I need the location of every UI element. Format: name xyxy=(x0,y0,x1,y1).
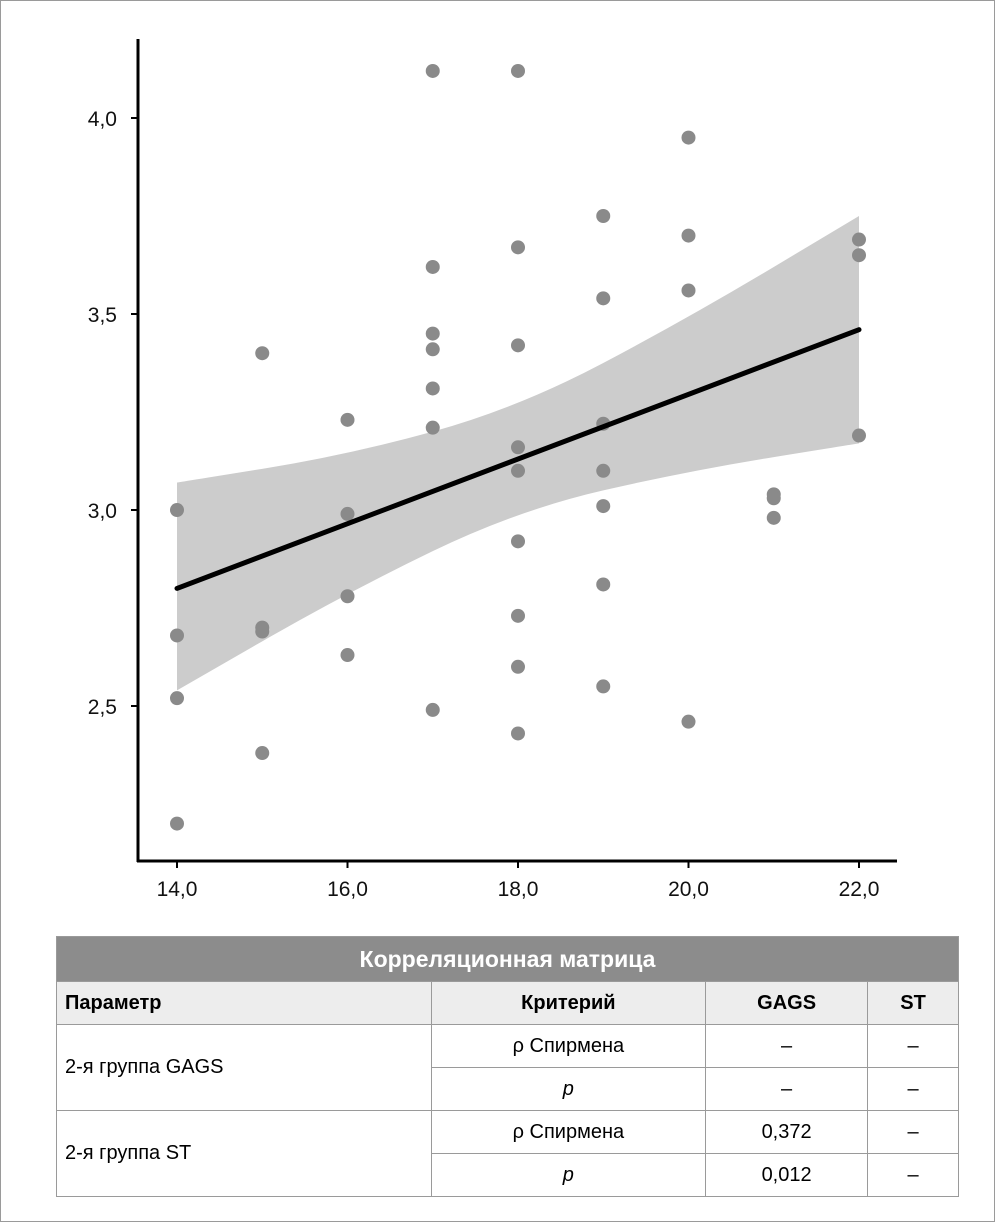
st-cell: – xyxy=(867,1110,959,1154)
x-tick-label: 22,0 xyxy=(839,878,880,901)
gags-cell: 0,012 xyxy=(705,1153,869,1197)
data-point xyxy=(681,714,696,729)
data-point xyxy=(511,63,525,78)
data-point xyxy=(681,283,696,298)
y-tick-label: 3,5 xyxy=(88,304,117,327)
gags-cell: 0,372 xyxy=(705,1110,869,1154)
gags-cell: – xyxy=(705,1024,869,1068)
x-tick-label: 20,0 xyxy=(668,878,709,901)
data-point xyxy=(511,463,525,478)
regression-line xyxy=(174,327,862,591)
criterion-cell: p xyxy=(430,1067,707,1111)
y-tick-label: 4,0 xyxy=(88,108,117,131)
y-tick-label: 2,5 xyxy=(88,696,117,719)
data-point xyxy=(596,679,611,694)
table-row: p 0,012 – xyxy=(57,1153,959,1197)
data-point xyxy=(596,209,611,223)
data-point xyxy=(511,338,525,353)
data-point xyxy=(511,726,525,741)
data-point xyxy=(425,381,440,396)
data-point xyxy=(596,463,611,478)
criterion-cell: ρ Спирмена xyxy=(430,1024,707,1068)
st-cell: – xyxy=(867,1024,959,1068)
st-cell: – xyxy=(867,1067,959,1111)
data-point xyxy=(766,510,781,525)
data-point xyxy=(425,63,440,78)
data-point xyxy=(340,412,355,427)
header-gags: GAGS xyxy=(705,981,869,1025)
data-point xyxy=(170,691,184,706)
x-tick-label: 18,0 xyxy=(498,878,539,901)
data-point xyxy=(170,503,184,517)
data-point xyxy=(511,608,525,623)
data-point xyxy=(511,240,525,255)
data-point xyxy=(255,624,270,639)
correlation-table: Корреляционная матрица Параметр Критерий… xyxy=(56,936,959,1197)
group-label: 2-я группа ST xyxy=(56,1110,432,1197)
header-st: ST xyxy=(867,981,959,1025)
data-point xyxy=(681,130,696,145)
table-title: Корреляционная матрица xyxy=(56,936,959,982)
criterion-cell: p xyxy=(430,1153,707,1197)
data-point xyxy=(511,440,525,455)
criterion-cell: ρ Спирмена xyxy=(430,1110,707,1154)
data-point xyxy=(596,499,611,514)
header-parameter: Параметр xyxy=(56,981,432,1025)
data-point xyxy=(596,577,611,592)
table-row: 2-я группа GAGS ρ Спирмена – – xyxy=(56,1024,959,1111)
data-point xyxy=(596,291,611,306)
data-point xyxy=(170,816,184,831)
data-point xyxy=(170,628,184,643)
data-point xyxy=(852,232,866,247)
scatter-chart: 2,5 3,0 3,5 4,0 14,0 16,0 18,0 20,0 22,0 xyxy=(88,39,897,901)
data-point xyxy=(425,326,440,341)
data-point xyxy=(511,659,525,674)
group-label: 2-я группа GAGS xyxy=(56,1024,432,1111)
x-tick-label: 14,0 xyxy=(157,878,198,901)
data-point xyxy=(425,259,440,274)
data-point xyxy=(425,702,440,717)
table-row: p – – xyxy=(57,1067,959,1111)
x-tick-label: 16,0 xyxy=(327,878,368,901)
data-point xyxy=(255,746,270,761)
data-point xyxy=(766,491,781,506)
data-point xyxy=(255,346,270,361)
data-point xyxy=(340,506,355,521)
gags-cell: – xyxy=(705,1067,869,1111)
data-point xyxy=(852,248,866,263)
data-point xyxy=(340,589,355,604)
data-point xyxy=(681,228,696,243)
data-point xyxy=(425,342,440,357)
data-point xyxy=(852,428,866,443)
st-cell: – xyxy=(867,1153,959,1197)
data-point xyxy=(511,534,525,549)
data-point xyxy=(425,420,440,435)
header-criterion: Критерий xyxy=(430,981,707,1025)
table-row: 2-я группа ST ρ Спирмена 0,372 – xyxy=(56,1110,959,1197)
y-tick-label: 3,0 xyxy=(88,500,117,523)
data-point xyxy=(340,648,355,663)
